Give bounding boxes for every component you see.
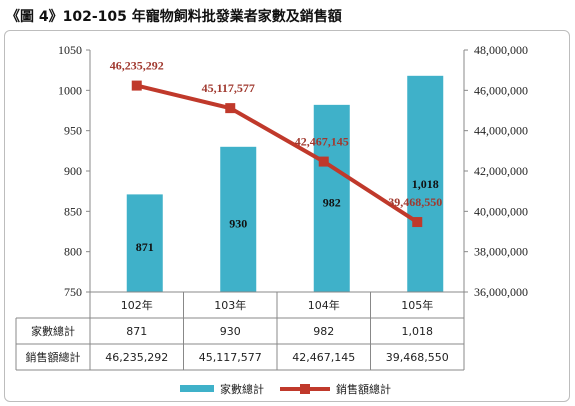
legend-swatch-bar (180, 385, 214, 392)
line-point-marker (318, 156, 329, 167)
chart-frame (4, 30, 570, 402)
y-right-tick-label: 48,000,000 (474, 43, 528, 57)
bar-data-label: 871 (136, 240, 154, 254)
x-category-label: 103年 (214, 298, 246, 312)
table-cell: 930 (220, 325, 241, 338)
y-left-tick-label: 1000 (58, 83, 82, 97)
table-cell: 1,018 (402, 325, 434, 338)
y-left-tick-label: 950 (64, 124, 82, 138)
y-left-tick-label: 1050 (58, 43, 82, 57)
line-data-label: 42,467,145 (295, 135, 349, 149)
line-point-marker (131, 80, 142, 91)
bar (313, 104, 350, 292)
chart-title: 《圖 4》102-105 年寵物飼料批發業者家數及銷售額 (6, 9, 342, 25)
y-left-tick-label: 850 (64, 204, 82, 218)
x-category-label: 104年 (308, 298, 340, 312)
table-cell: 46,235,292 (105, 351, 168, 364)
y-right-tick-label: 44,000,000 (474, 124, 528, 138)
table-cell: 42,467,145 (292, 351, 355, 364)
y-right-tick-label: 36,000,000 (474, 285, 528, 299)
x-category-label: 102年 (121, 298, 153, 312)
table-cell: 45,117,577 (199, 351, 262, 364)
y-left-tick-label: 750 (64, 285, 82, 299)
bar (126, 194, 163, 292)
y-right-tick-label: 40,000,000 (474, 204, 528, 218)
y-right-tick-label: 38,000,000 (474, 245, 528, 259)
legend-label: 銷售額總計 (336, 382, 391, 396)
table-row-header: 家數總計 (31, 324, 75, 338)
y-left-tick-label: 800 (64, 245, 82, 259)
bar-data-label: 930 (229, 216, 247, 230)
y-left-tick-label: 900 (64, 164, 82, 178)
y-right-tick-label: 46,000,000 (474, 83, 528, 97)
line-point-marker (225, 103, 236, 114)
bar (407, 75, 444, 293)
bar-data-label: 982 (323, 195, 341, 209)
table-cell: 871 (126, 325, 147, 338)
bar (220, 146, 257, 292)
sales-line (136, 83, 419, 224)
line-data-label: 46,235,292 (110, 59, 164, 73)
line-point-marker (412, 217, 423, 228)
bar-data-label: 1,018 (412, 177, 439, 191)
line-data-label: 45,117,577 (202, 81, 255, 95)
x-category-label: 105年 (401, 298, 433, 312)
y-right-tick-label: 42,000,000 (474, 164, 528, 178)
line-data-label: 39,468,550 (388, 195, 442, 209)
table-row-header: 銷售額總計 (26, 350, 81, 364)
table-cell: 39,468,550 (386, 351, 449, 364)
legend-swatch-marker (300, 384, 310, 394)
table-cell: 982 (313, 325, 334, 338)
legend-label: 家數總計 (220, 382, 264, 396)
